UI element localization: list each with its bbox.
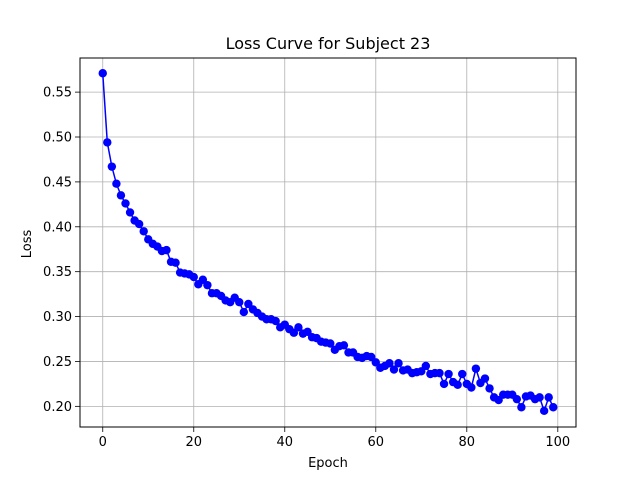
- data-point: [444, 369, 453, 379]
- y-tick-label: 0.35: [43, 265, 72, 280]
- data-point: [535, 393, 544, 402]
- data-point: [549, 403, 558, 412]
- y-axis-ticks: 0.20 0.25 0.30 0.35 0.40 0.45 0.50 0.55: [43, 86, 80, 415]
- data-point: [112, 179, 121, 188]
- data-point: [339, 341, 349, 350]
- plot-frame: [79, 57, 577, 428]
- data-point: [107, 162, 117, 171]
- data-point: [103, 138, 112, 147]
- x-tick-label: 80: [459, 435, 476, 450]
- data-point: [271, 316, 280, 326]
- data-point: [389, 365, 399, 374]
- data-point: [116, 191, 126, 200]
- data-point: [385, 359, 394, 368]
- x-tick-label: 20: [185, 435, 202, 450]
- y-tick-label: 0.45: [43, 175, 72, 190]
- data-point: [512, 394, 522, 404]
- data-point: [98, 69, 107, 78]
- data-point: [421, 361, 431, 371]
- data-point: [544, 393, 553, 402]
- data-point: [517, 403, 526, 412]
- y-tick-label: 0.50: [43, 131, 72, 146]
- data-point: [171, 258, 180, 267]
- x-tick-label: 100: [545, 435, 570, 450]
- series-line: [102, 73, 554, 414]
- grid-lines: [80, 58, 576, 427]
- y-tick-label: 0.30: [43, 310, 72, 325]
- y-tick-label: 0.25: [43, 355, 72, 370]
- series-markers: [98, 69, 558, 416]
- data-point: [189, 272, 198, 282]
- y-tick-label: 0.55: [43, 86, 72, 101]
- data-point: [471, 364, 481, 373]
- data-point: [203, 280, 212, 290]
- x-tick-label: 40: [276, 435, 293, 450]
- data-point: [539, 406, 549, 416]
- data-point: [394, 359, 403, 368]
- data-point: [235, 298, 244, 307]
- data-point: [162, 245, 171, 255]
- y-tick-label: 0.20: [43, 400, 72, 415]
- data-point: [239, 307, 249, 317]
- data-point: [326, 339, 335, 348]
- y-tick-label: 0.40: [43, 220, 72, 235]
- data-point: [439, 379, 449, 389]
- data-point: [453, 380, 462, 389]
- loss-line: [102, 73, 554, 414]
- data-point: [485, 384, 494, 393]
- chart-title: Loss Curve for Subject 23: [226, 34, 431, 53]
- y-axis-label: Loss: [20, 230, 35, 259]
- x-tick-label: 60: [368, 435, 385, 450]
- x-axis-ticks: 0 20 40 60 80 100: [99, 427, 570, 450]
- x-tick-label: 0: [99, 435, 107, 450]
- data-point: [134, 219, 144, 229]
- data-point: [121, 199, 130, 208]
- data-point: [125, 208, 135, 217]
- data-point: [139, 227, 148, 236]
- data-point: [294, 323, 303, 332]
- x-axis-label: Epoch: [308, 456, 348, 471]
- data-point: [458, 369, 467, 379]
- data-point: [435, 368, 444, 378]
- data-point: [467, 383, 476, 392]
- data-point: [480, 374, 490, 383]
